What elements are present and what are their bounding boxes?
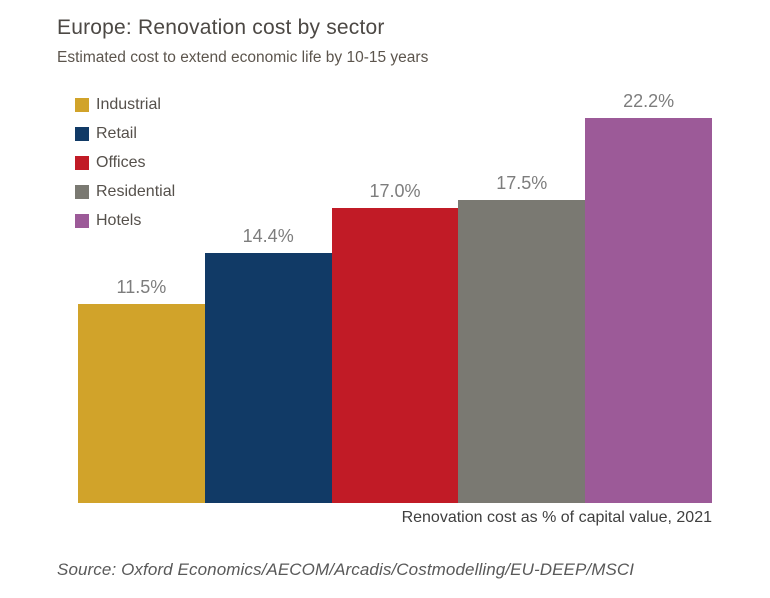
legend-swatch-hotels (75, 213, 89, 228)
legend-item-retail: Retail (75, 119, 175, 148)
legend-label: Residential (96, 182, 176, 200)
chart-legend: Industrial Retail Offices Residential Hotels (75, 90, 175, 235)
legend-swatch-residential (75, 184, 89, 199)
legend-label: Industrial (96, 95, 161, 113)
legend-swatch-offices (75, 155, 89, 170)
legend-label: Offices (96, 153, 146, 171)
x-axis-caption: Renovation cost as % of capital value, 2… (401, 509, 712, 526)
bar-value-label-hotels: 22.2% (623, 91, 675, 111)
bar-offices (331, 208, 459, 503)
bar-hotels (585, 118, 713, 503)
bar-residential (458, 199, 586, 503)
bar-value-label-residential: 17.5% (496, 172, 548, 193)
bar-value-label-offices: 17.0% (369, 181, 421, 202)
bar-value-label-industrial: 11.5% (116, 276, 167, 297)
chart-title: Europe: Renovation cost by sector (57, 16, 385, 39)
legend-label: Hotels (96, 211, 142, 229)
source-note: Source: Oxford Economics/AECOM/Arcadis/C… (57, 560, 635, 579)
bar-industrial (78, 303, 206, 503)
legend-item-offices: Offices (75, 148, 175, 177)
bar-retail (204, 253, 333, 503)
bar-value-label-retail: 14.4% (242, 226, 294, 247)
legend-swatch-industrial (75, 97, 89, 112)
chart-subtitle: Estimated cost to extend economic life b… (57, 49, 429, 66)
legend-label: Retail (96, 124, 137, 142)
legend-item-industrial: Industrial (75, 90, 175, 119)
legend-swatch-retail (75, 126, 89, 141)
legend-item-hotels: Hotels (75, 206, 175, 235)
legend-item-residential: Residential (75, 177, 175, 206)
